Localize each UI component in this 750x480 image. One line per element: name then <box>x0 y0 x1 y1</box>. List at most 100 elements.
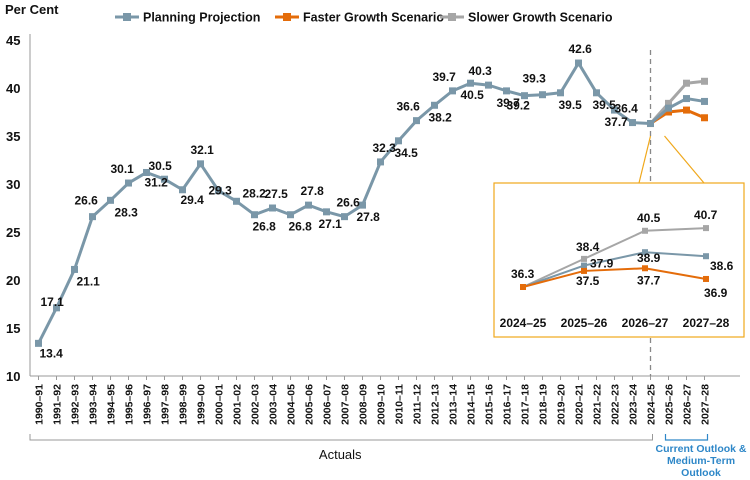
actuals-bracket <box>29 434 653 441</box>
legend-entry: Planning Projection <box>143 11 260 25</box>
planning-projection-marker <box>449 87 456 95</box>
inset-data-label: 37.9 <box>590 257 614 271</box>
planning-projection-marker <box>683 95 690 103</box>
inset-connector-line <box>664 135 705 184</box>
x-tick-label: 2003–04 <box>268 384 280 425</box>
annotations: Actuals Current Outlook &Medium-TermOutlo… <box>29 434 747 479</box>
planning-projection-marker <box>485 81 492 89</box>
planning-projection-marker <box>467 79 474 87</box>
slower-growth-scenario-inset-line <box>522 227 707 288</box>
faster-growth-scenario-inset-marker <box>581 267 587 274</box>
outlook-bracket <box>664 434 709 441</box>
x-tick-label: 2018–19 <box>538 384 550 425</box>
data-label: 40.5 <box>461 88 485 102</box>
x-tick-label: 1992–93 <box>70 384 82 425</box>
x-tick-label: 2001–02 <box>232 384 244 425</box>
data-label: 27.8 <box>357 210 381 224</box>
data-label: 27.5 <box>265 187 289 201</box>
planning-projection-marker <box>521 92 528 100</box>
planning-projection-marker <box>251 211 258 219</box>
data-label: 36.4 <box>615 102 639 116</box>
faster-growth-scenario-inset-marker <box>642 265 648 272</box>
legend-swatch-marker <box>283 13 291 21</box>
x-tick-label: 2023–24 <box>628 384 640 425</box>
planning-projection-marker <box>647 120 654 128</box>
x-tick-label: 2006–07 <box>322 384 334 425</box>
planning-projection-marker <box>143 168 150 176</box>
slower-growth-scenario-inset-marker <box>703 225 709 232</box>
data-label: 38.2 <box>429 110 453 124</box>
faster-growth-scenario-inset-marker <box>520 284 526 290</box>
x-tick-label: 1991–92 <box>52 384 64 425</box>
faster-growth-scenario-inset-marker <box>703 275 709 282</box>
x-tick-label: 2026–27 <box>682 384 694 425</box>
x-tick-label: 2005–06 <box>304 384 316 425</box>
inset-category-label: 2024–25 <box>500 316 547 330</box>
inset-data-label: 36.3 <box>511 267 535 281</box>
planning-projection-marker <box>233 197 240 205</box>
data-label: 28.3 <box>115 205 139 219</box>
slower-growth-scenario-marker <box>665 99 672 107</box>
planning-projection-marker <box>35 339 42 347</box>
legend-swatch-marker <box>448 13 456 21</box>
planning-projection-marker <box>611 106 618 114</box>
planning-projection-marker <box>125 179 132 187</box>
planning-projection-marker <box>701 97 708 105</box>
data-label: 30.5 <box>149 159 173 173</box>
data-label: 29.3 <box>209 184 233 198</box>
planning-projection-marker <box>665 104 672 112</box>
data-label: 26.6 <box>75 194 99 208</box>
planning-projection-inset-line <box>522 251 707 288</box>
inset-category-label: 2025–26 <box>561 316 608 330</box>
x-tick-label: 2000–01 <box>214 384 226 425</box>
data-label: 29.4 <box>181 193 205 207</box>
x-tick-label: 2009–10 <box>376 384 388 425</box>
slower-growth-scenario-inset-marker <box>581 255 587 262</box>
x-tick-label: 1997–98 <box>160 384 172 425</box>
x-tick-label: 2007–08 <box>340 384 352 425</box>
data-label: 28.2 <box>243 186 267 200</box>
x-tick-label: 2014–15 <box>466 384 478 425</box>
data-label: 32.1 <box>191 143 215 157</box>
x-tick-label: 2002–03 <box>250 384 262 425</box>
faster-growth-scenario-marker <box>701 114 708 122</box>
planning-projection-marker <box>557 89 564 97</box>
x-tick-label: 2022–23 <box>610 384 622 425</box>
y-tick-label: 20 <box>6 273 20 288</box>
inset-category-label: 2027–28 <box>683 316 730 330</box>
planning-projection-marker <box>413 117 420 125</box>
data-label: 21.1 <box>77 274 101 288</box>
slower-growth-scenario-inset-marker <box>642 227 648 234</box>
slower-growth-scenario-marker <box>683 79 690 87</box>
planning-projection-inset-marker <box>642 249 648 256</box>
x-tick-label: 1994–95 <box>106 384 118 425</box>
data-label: 37.7 <box>605 115 629 129</box>
slower-growth-scenario-marker <box>701 77 708 85</box>
inset-data-label: 37.7 <box>637 273 661 287</box>
data-label: 17.1 <box>41 295 65 309</box>
inset-data-label: 36.9 <box>704 286 728 300</box>
x-tick-label: 2020–21 <box>574 384 586 425</box>
y-tick-label: 25 <box>6 225 20 240</box>
planning-projection-marker <box>161 175 168 183</box>
planning-projection-marker <box>197 160 204 168</box>
data-label: 40.3 <box>469 64 493 78</box>
inset-data-label: 37.5 <box>576 274 600 288</box>
planning-projection-marker <box>359 201 366 209</box>
planning-projection-marker <box>53 304 60 312</box>
faster-growth-scenario-marker <box>665 108 672 116</box>
planning-projection-inset-marker <box>703 253 709 260</box>
legend: Planning Projection Faster Growth Scenari… <box>115 11 613 25</box>
x-tick-label: 2013–14 <box>448 384 460 425</box>
x-tick-label: 2025–26 <box>664 384 676 425</box>
y-tick-label: 30 <box>6 177 20 192</box>
planning-projection-marker <box>107 196 114 204</box>
faster-growth-scenario-inset-line <box>522 267 707 288</box>
planning-projection-marker <box>341 213 348 221</box>
data-label: 26.6 <box>337 196 361 210</box>
data-label: 39.7 <box>433 70 457 84</box>
data-label: 39.5 <box>559 98 583 112</box>
x-tick-label: 2017–18 <box>520 384 532 425</box>
x-tick-label: 1996–97 <box>142 384 154 425</box>
